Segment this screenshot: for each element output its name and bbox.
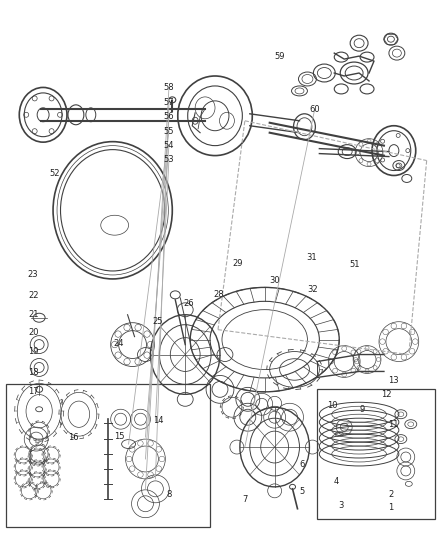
Text: 19: 19 [28, 347, 39, 356]
Text: 31: 31 [306, 253, 317, 262]
Text: 10: 10 [327, 401, 337, 410]
Bar [7, 384, 210, 527]
Text: 57: 57 [164, 98, 174, 107]
Text: 4: 4 [334, 477, 339, 486]
Text: 55: 55 [164, 127, 174, 136]
Text: 60: 60 [309, 104, 320, 114]
Text: 12: 12 [381, 390, 392, 399]
Text: 1: 1 [389, 503, 393, 512]
Text: 58: 58 [164, 83, 174, 92]
Text: 26: 26 [183, 299, 194, 308]
Text: 15: 15 [113, 432, 124, 441]
Text: 7: 7 [242, 495, 248, 504]
Text: 32: 32 [307, 285, 318, 294]
Text: 56: 56 [164, 112, 174, 122]
Text: 25: 25 [152, 317, 162, 326]
Text: 22: 22 [28, 291, 39, 300]
Text: 2: 2 [389, 490, 393, 499]
Text: 51: 51 [350, 261, 360, 269]
Text: 53: 53 [164, 155, 174, 164]
Text: 54: 54 [164, 141, 174, 150]
Text: 24: 24 [113, 339, 124, 348]
Text: 52: 52 [49, 169, 60, 178]
Bar [318, 389, 434, 519]
Text: 11: 11 [388, 420, 398, 429]
Text: 18: 18 [28, 368, 39, 377]
Text: 28: 28 [214, 290, 224, 299]
Text: 59: 59 [275, 52, 285, 61]
Text: 9: 9 [360, 405, 365, 414]
Text: 21: 21 [28, 310, 39, 319]
Text: 29: 29 [233, 259, 243, 268]
Text: 17: 17 [28, 386, 39, 395]
Text: 5: 5 [299, 487, 304, 496]
Text: 13: 13 [388, 376, 399, 385]
Text: 16: 16 [68, 433, 78, 442]
Text: 23: 23 [28, 270, 39, 279]
Text: 8: 8 [166, 490, 172, 499]
Text: 6: 6 [299, 460, 304, 469]
Text: 20: 20 [28, 328, 39, 337]
Text: 3: 3 [338, 500, 343, 510]
Text: 30: 30 [269, 276, 280, 285]
Text: 14: 14 [153, 416, 163, 425]
